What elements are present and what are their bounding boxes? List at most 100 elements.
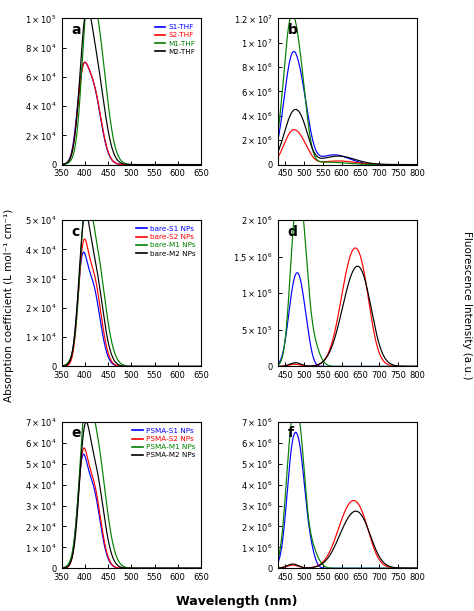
bare-M2 NPs	[355, 263, 360, 270]
M2-THF	[198, 161, 204, 168]
Text: Wavelength (nm): Wavelength (nm)	[176, 595, 298, 608]
M2-THF	[371, 160, 376, 167]
S2-THF	[291, 126, 297, 133]
PSMA-S1 NPs	[81, 450, 87, 458]
PSMA-S2 NPs	[336, 523, 342, 530]
bare-S1 NPs	[386, 363, 392, 370]
PSMA-S1 NPs	[73, 520, 79, 527]
Line: M2-THF: M2-THF	[62, 7, 201, 164]
bare-M1 NPs	[296, 188, 301, 196]
Line: M1-THF: M1-THF	[62, 0, 201, 164]
Line: bare-S1 NPs: bare-S1 NPs	[62, 252, 201, 367]
bare-S1 NPs	[120, 363, 126, 370]
PSMA-M1 NPs	[331, 565, 337, 572]
M1-THF	[384, 161, 390, 168]
S2-THF	[82, 59, 88, 66]
bare-M1 NPs	[84, 188, 90, 196]
PSMA-S2 NPs	[414, 565, 420, 572]
Line: S2-THF: S2-THF	[278, 130, 417, 164]
Line: bare-M1 NPs: bare-M1 NPs	[278, 192, 417, 367]
Line: S1-THF: S1-THF	[62, 62, 201, 164]
PSMA-S1 NPs	[168, 565, 173, 572]
bare-M1 NPs	[371, 363, 376, 370]
PSMA-M1 NPs	[337, 565, 342, 572]
S2-THF	[386, 161, 392, 168]
bare-M1 NPs	[384, 363, 390, 370]
M1-THF	[59, 161, 64, 168]
S2-THF	[275, 154, 281, 161]
M2-THF	[84, 4, 90, 11]
S1-THF	[337, 152, 342, 159]
PSMA-M2 NPs	[386, 563, 392, 570]
bare-M1 NPs	[331, 363, 337, 370]
PSMA-S2 NPs	[120, 565, 126, 572]
bare-M1 NPs	[414, 363, 420, 370]
Text: f: f	[287, 426, 293, 441]
bare-M1 NPs	[170, 363, 176, 370]
bare-M2 NPs	[289, 360, 295, 367]
Line: PSMA-M2 NPs: PSMA-M2 NPs	[278, 511, 417, 568]
bare-M2 NPs	[371, 316, 376, 324]
PSMA-S1 NPs	[120, 565, 126, 572]
bare-M2 NPs	[275, 363, 281, 370]
Text: d: d	[287, 225, 297, 238]
PSMA-M2 NPs	[59, 565, 64, 572]
Line: M1-THF: M1-THF	[278, 13, 417, 164]
Line: bare-M2 NPs: bare-M2 NPs	[278, 266, 417, 367]
PSMA-S2 NPs	[371, 544, 376, 551]
S1-THF	[384, 161, 390, 168]
S2-THF	[170, 161, 176, 168]
PSMA-M2 NPs	[371, 540, 376, 547]
Line: bare-S1 NPs: bare-S1 NPs	[278, 273, 417, 367]
PSMA-S2 NPs	[331, 538, 337, 545]
S2-THF	[414, 161, 420, 168]
S2-THF	[120, 161, 126, 168]
S1-THF	[414, 161, 420, 168]
Line: S2-THF: S2-THF	[62, 62, 201, 164]
S1-THF	[198, 161, 204, 168]
bare-S2 NPs	[73, 324, 79, 332]
bare-M2 NPs	[73, 318, 79, 325]
bare-M2 NPs	[83, 209, 89, 216]
Legend: PSMA-S1 NPs, PSMA-S2 NPs, PSMA-M1 NPs, PSMA-M2 NPs: PSMA-S1 NPs, PSMA-S2 NPs, PSMA-M1 NPs, P…	[130, 426, 197, 461]
bare-S1 NPs	[168, 363, 173, 370]
S1-THF	[331, 151, 337, 158]
bare-M2 NPs	[414, 363, 420, 370]
bare-M1 NPs	[289, 242, 295, 249]
Line: PSMA-S2 NPs: PSMA-S2 NPs	[62, 448, 201, 568]
PSMA-S1 NPs	[59, 565, 64, 572]
bare-M1 NPs	[337, 363, 342, 370]
S2-THF	[337, 157, 342, 164]
bare-M2 NPs	[384, 357, 390, 364]
PSMA-S2 NPs	[115, 564, 121, 571]
PSMA-M2 NPs	[120, 564, 126, 571]
PSMA-S2 NPs	[289, 562, 295, 569]
M1-THF	[168, 161, 173, 168]
S1-THF	[170, 161, 176, 168]
bare-S1 NPs	[337, 363, 342, 370]
PSMA-M1 NPs	[414, 565, 420, 572]
bare-M2 NPs	[115, 361, 121, 368]
bare-M2 NPs	[386, 359, 392, 367]
PSMA-S2 NPs	[73, 523, 79, 530]
PSMA-S1 NPs	[170, 565, 176, 572]
M2-THF	[331, 153, 337, 160]
M1-THF	[115, 152, 121, 159]
M2-THF	[168, 161, 173, 168]
PSMA-S1 NPs	[386, 565, 392, 572]
PSMA-S2 NPs	[198, 565, 204, 572]
M2-THF	[289, 109, 295, 116]
Line: M2-THF: M2-THF	[278, 109, 417, 164]
PSMA-M2 NPs	[73, 528, 79, 535]
PSMA-S2 NPs	[155, 565, 160, 572]
S1-THF	[73, 119, 79, 126]
M1-THF	[371, 161, 376, 168]
M2-THF	[120, 160, 126, 167]
S2-THF	[73, 122, 79, 130]
PSMA-M1 NPs	[59, 564, 64, 571]
bare-S1 NPs	[384, 363, 390, 370]
PSMA-M1 NPs	[198, 565, 204, 572]
PSMA-M2 NPs	[275, 565, 281, 572]
PSMA-S1 NPs	[414, 565, 420, 572]
PSMA-M1 NPs	[371, 565, 376, 572]
